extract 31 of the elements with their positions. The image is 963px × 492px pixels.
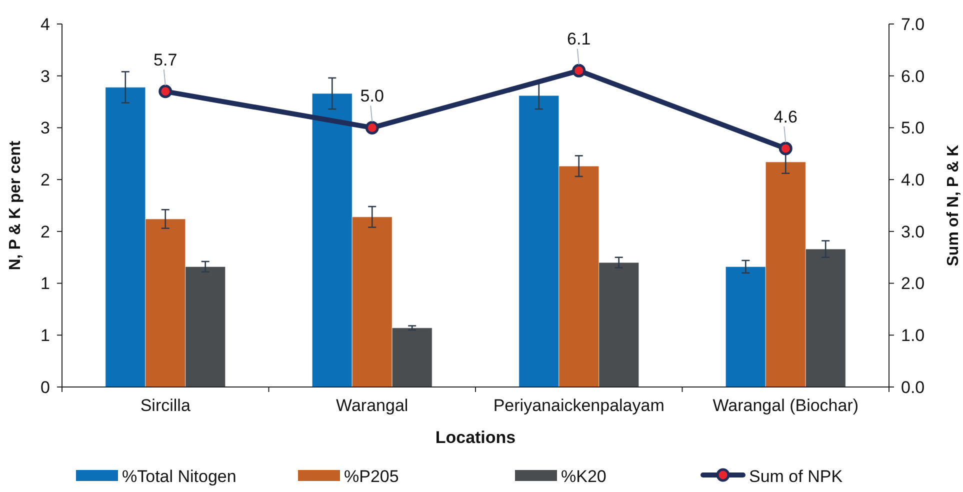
x-axis-title: Locations [435, 428, 516, 447]
y-tick-label: 2 [40, 222, 50, 242]
legend-label: %P205 [344, 467, 399, 486]
x-tick-label: Warangal (Biochar) [712, 396, 859, 415]
legend-label: %Total Nitogen [122, 467, 236, 486]
y2-tick-label: 3.0 [901, 222, 925, 242]
y-tick-label: 2 [40, 170, 50, 190]
y2-tick-label: 5.0 [901, 118, 925, 138]
y2-tick-label: 0.0 [901, 378, 925, 397]
y-tick-label: 3 [40, 66, 50, 86]
legend-label: Sum of NPK [749, 467, 844, 486]
y2-tick-label: 4.0 [901, 170, 925, 190]
y-tick-label: 1 [40, 274, 50, 294]
x-tick-label: Sircilla [140, 396, 191, 415]
data-label: 5.7 [154, 50, 178, 70]
y2-tick-label: 7.0 [901, 14, 925, 34]
data-label: 5.0 [360, 86, 384, 106]
y-axis-title: N, P & K per cent [7, 140, 24, 270]
legend-label: %K20 [561, 467, 606, 486]
data-label: 6.1 [567, 30, 591, 49]
y2-tick-label: 6.0 [901, 66, 925, 86]
y2-tick-label: 2.0 [901, 274, 925, 294]
x-tick-label: Periyanaickenpalayam [493, 396, 664, 415]
y-tick-label: 0 [40, 378, 50, 397]
y2-tick-label: 1.0 [901, 326, 925, 346]
y2-axis-title: Sum of N, P & K [945, 144, 962, 266]
y-tick-label: 1 [40, 326, 50, 346]
data-label: 4.6 [774, 107, 798, 126]
x-tick-label: Warangal [336, 396, 408, 415]
y-tick-label: 3 [40, 118, 50, 138]
y-tick-label: 4 [40, 14, 50, 34]
